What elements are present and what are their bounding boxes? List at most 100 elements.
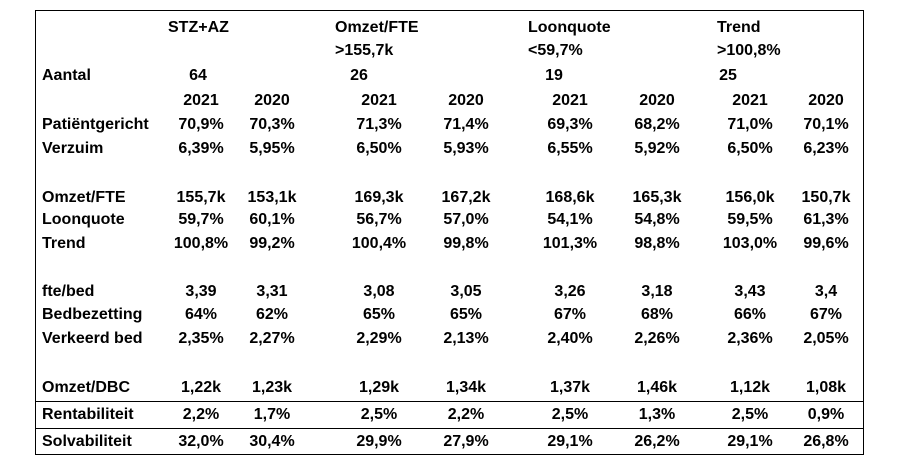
table-cell: 59,5% <box>727 211 773 228</box>
table-cell: 29,9% <box>356 433 402 450</box>
table-cell: 71,4% <box>443 116 489 133</box>
year-header: 2020 <box>808 92 844 109</box>
table-cell: 2,5% <box>731 406 769 423</box>
table-cell: 67% <box>809 306 843 323</box>
row-divider <box>35 401 864 402</box>
table-cell: 165,3k <box>632 189 682 206</box>
table-cell: 99,2% <box>249 235 295 252</box>
row-label: Loonquote <box>42 211 125 228</box>
table-cell: 153,1k <box>247 189 297 206</box>
table-cell: 2,2% <box>182 406 220 423</box>
table-cell: 2,2% <box>447 406 485 423</box>
table-cell: 59,7% <box>178 211 224 228</box>
year-header: 2021 <box>552 92 588 109</box>
table-cell: 168,6k <box>545 189 595 206</box>
table-cell: 100,8% <box>173 235 229 252</box>
year-header: 2021 <box>361 92 397 109</box>
table-cell: 99,6% <box>803 235 849 252</box>
table-cell: 27,9% <box>443 433 489 450</box>
table-cell: 68% <box>640 306 674 323</box>
table-cell: 3,43 <box>734 283 766 300</box>
group-count: 19 <box>545 67 563 84</box>
row-label: Patiëntgericht <box>42 116 149 133</box>
table-cell: 3,26 <box>554 283 586 300</box>
table-cell: 29,1% <box>547 433 593 450</box>
row-label: Verkeerd bed <box>42 330 143 347</box>
row-label: Bedbezetting <box>42 306 143 323</box>
row-label: fte/bed <box>42 283 95 300</box>
table-cell: 68,2% <box>634 116 680 133</box>
table-cell: 1,46k <box>636 379 678 396</box>
table-cell: 100,4% <box>351 235 407 252</box>
table-cell: 65% <box>362 306 396 323</box>
table-cell: 70,1% <box>803 116 849 133</box>
table-cell: 3,08 <box>363 283 395 300</box>
table-cell: 2,26% <box>634 330 680 347</box>
table-cell: 30,4% <box>249 433 295 450</box>
row-label: Rentabiliteit <box>42 406 134 423</box>
table-cell: 6,55% <box>547 140 593 157</box>
table-cell: 61,3% <box>803 211 849 228</box>
row-label: Trend <box>42 235 86 252</box>
group-count: 64 <box>189 67 207 84</box>
group-title: Trend <box>717 19 761 36</box>
table-cell: 156,0k <box>725 189 775 206</box>
table-cell: 101,3% <box>542 235 598 252</box>
table-cell: 2,40% <box>547 330 593 347</box>
table-cell: 71,3% <box>356 116 402 133</box>
table-cell: 6,50% <box>356 140 402 157</box>
group-subtitle: <59,7% <box>528 42 583 59</box>
table-cell: 32,0% <box>178 433 224 450</box>
table-cell: 54,8% <box>634 211 680 228</box>
table-cell: 2,27% <box>249 330 295 347</box>
table-cell: 6,39% <box>178 140 224 157</box>
table-cell: 1,3% <box>638 406 676 423</box>
table-cell: 3,05 <box>450 283 482 300</box>
row-label: Omzet/FTE <box>42 189 126 206</box>
table-cell: 98,8% <box>634 235 680 252</box>
table-cell: 6,23% <box>803 140 849 157</box>
table-cell: 1,08k <box>805 379 847 396</box>
table-cell: 2,13% <box>443 330 489 347</box>
table-cell: 150,7k <box>801 189 851 206</box>
table-cell: 5,92% <box>634 140 680 157</box>
year-header: 2020 <box>639 92 675 109</box>
table-cell: 26,8% <box>803 433 849 450</box>
table-cell: 169,3k <box>354 189 404 206</box>
group-count: 26 <box>350 67 368 84</box>
table-cell: 1,22k <box>180 379 222 396</box>
table-cell: 1,7% <box>253 406 291 423</box>
table-cell: 2,5% <box>360 406 398 423</box>
year-header: 2020 <box>254 92 290 109</box>
table-cell: 1,23k <box>251 379 293 396</box>
table-cell: 3,31 <box>256 283 288 300</box>
group-title: STZ+AZ <box>168 19 229 36</box>
row-label: Solvabiliteit <box>42 433 132 450</box>
group-title: Loonquote <box>528 19 611 36</box>
row-label: Omzet/DBC <box>42 379 131 396</box>
table-cell: 69,3% <box>547 116 593 133</box>
table-cell: 5,95% <box>249 140 295 157</box>
table-cell: 1,37k <box>549 379 591 396</box>
table-cell: 103,0% <box>722 235 778 252</box>
table-cell: 65% <box>449 306 483 323</box>
table-cell: 3,39 <box>185 283 217 300</box>
table-cell: 64% <box>184 306 218 323</box>
table-cell: 167,2k <box>441 189 491 206</box>
row-label: Verzuim <box>42 140 104 157</box>
table-cell: 5,93% <box>443 140 489 157</box>
table-cell: 2,05% <box>803 330 849 347</box>
table-cell: 56,7% <box>356 211 402 228</box>
table-cell: 2,36% <box>727 330 773 347</box>
table-cell: 2,35% <box>178 330 224 347</box>
table-cell: 1,29k <box>358 379 400 396</box>
table-cell: 1,12k <box>729 379 771 396</box>
table-cell: 99,8% <box>443 235 489 252</box>
table-cell: 6,50% <box>727 140 773 157</box>
table-cell: 3,4 <box>814 283 838 300</box>
table-cell: 62% <box>255 306 289 323</box>
group-count: 25 <box>719 67 737 84</box>
table-cell: 3,18 <box>641 283 673 300</box>
table-cell: 26,2% <box>634 433 680 450</box>
year-header: 2021 <box>183 92 219 109</box>
